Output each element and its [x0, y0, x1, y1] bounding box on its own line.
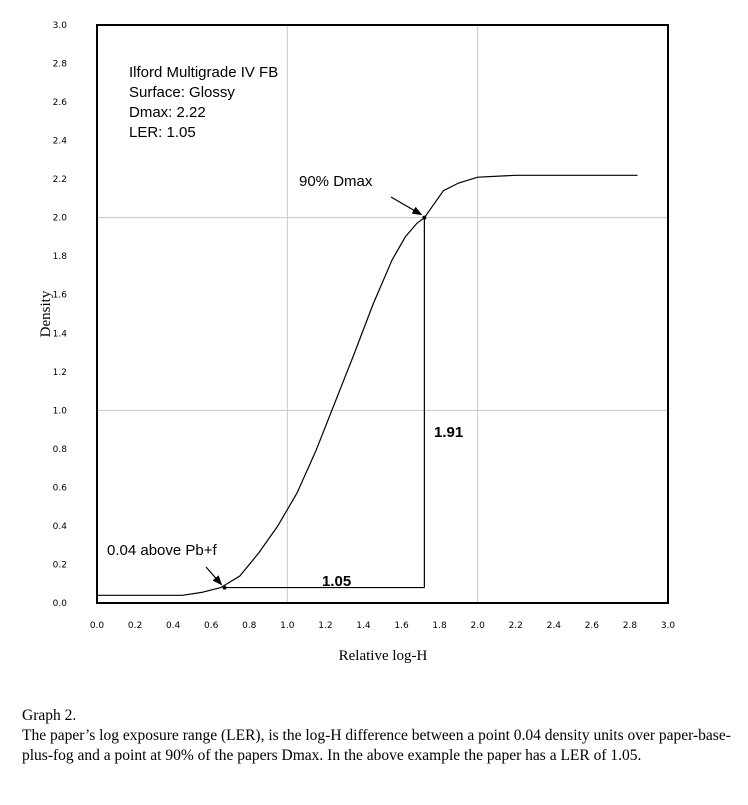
x-tick-label: 0.8: [242, 621, 257, 631]
caption-body: The paper’s log exposure range (LER), is…: [22, 727, 731, 764]
x-tick-label: 1.8: [432, 621, 447, 631]
annotation-1-91: 1.91: [434, 424, 463, 441]
density-chart: 0.0 0.2 0.4 0.6 0.8 1.0 1.2 1.4 1.6 1.8 2.0 2.2 2.4 2…: [38, 21, 676, 664]
x-tick-label: 2.0: [471, 621, 486, 631]
characteristic-curve: [97, 174, 638, 596]
y-tick-label: 0.4: [53, 522, 68, 532]
y-tick-label: 2.2: [53, 175, 67, 185]
y-tick-label: 2.8: [53, 60, 68, 70]
x-tick-label: 2.8: [623, 621, 638, 631]
x-tick-label: 2.2: [509, 621, 523, 631]
x-tick-label: 1.2: [318, 621, 332, 631]
y-axis-title: Density: [38, 290, 54, 337]
x-tick-label: 0.6: [204, 621, 219, 631]
dmax-90-point: [422, 215, 427, 220]
x-tick-label: 1.0: [280, 621, 295, 631]
y-tick-label: 2.6: [53, 98, 68, 108]
y-tick-label: 0.0: [53, 599, 68, 609]
annotation-dmax: Dmax: 2.22: [129, 104, 206, 121]
x-tick-label: 1.6: [394, 621, 409, 631]
x-axis-title: Relative log-H: [339, 648, 428, 664]
x-axis-ticks: 0.0 0.2 0.4 0.6 0.8 1.0 1.2 1.4 1.6 1.8 2.0 2.2 2.4 2…: [90, 621, 676, 631]
y-tick-label: 0.8: [53, 445, 68, 455]
x-tick-label: 2.6: [585, 621, 600, 631]
annotation-ler: LER: 1.05: [129, 124, 196, 141]
x-tick-label: 1.4: [356, 621, 371, 631]
y-tick-label: 3.0: [53, 21, 68, 31]
y-tick-label: 1.4: [53, 329, 68, 339]
x-tick-label: 0.0: [90, 621, 105, 631]
y-tick-label: 1.8: [53, 252, 68, 262]
ler-markers: [205, 196, 427, 590]
plot-frame: [96, 24, 669, 604]
x-tick-label: 3.0: [661, 621, 676, 631]
y-tick-label: 0.6: [53, 483, 68, 493]
y-tick-label: 1.0: [53, 406, 68, 416]
x-tick-label: 0.4: [166, 621, 181, 631]
y-tick-label: 2.0: [53, 214, 68, 224]
y-tick-label: 0.2: [53, 560, 67, 570]
annotation-90-dmax: 90% Dmax: [299, 173, 373, 190]
pb-f-point: [222, 585, 227, 590]
x-tick-label: 2.4: [547, 621, 562, 631]
grid-lines: [97, 25, 668, 603]
caption: Graph 2. The paper’s log exposure range …: [22, 706, 734, 766]
x-tick-label: 0.2: [128, 621, 142, 631]
caption-title: Graph 2.: [22, 707, 77, 724]
arrow-90-dmax: [390, 196, 423, 216]
annotation-1-05: 1.05: [322, 573, 351, 590]
y-axis-ticks: 0.0 0.2 0.4 0.6 0.8 1.0 1.2 1.4 1.6 1.8 2.0 2.2 2.4 2…: [53, 21, 68, 609]
annotation-surface: Surface: Glossy: [129, 84, 235, 101]
y-tick-label: 2.4: [53, 137, 68, 147]
annotation-pb-f: 0.04 above Pb+f: [107, 542, 218, 559]
annotation-paper: Ilford Multigrade IV FB: [129, 64, 278, 81]
y-tick-label: 1.6: [53, 291, 68, 301]
y-tick-label: 1.2: [53, 368, 67, 378]
arrow-pb-f: [205, 566, 223, 586]
